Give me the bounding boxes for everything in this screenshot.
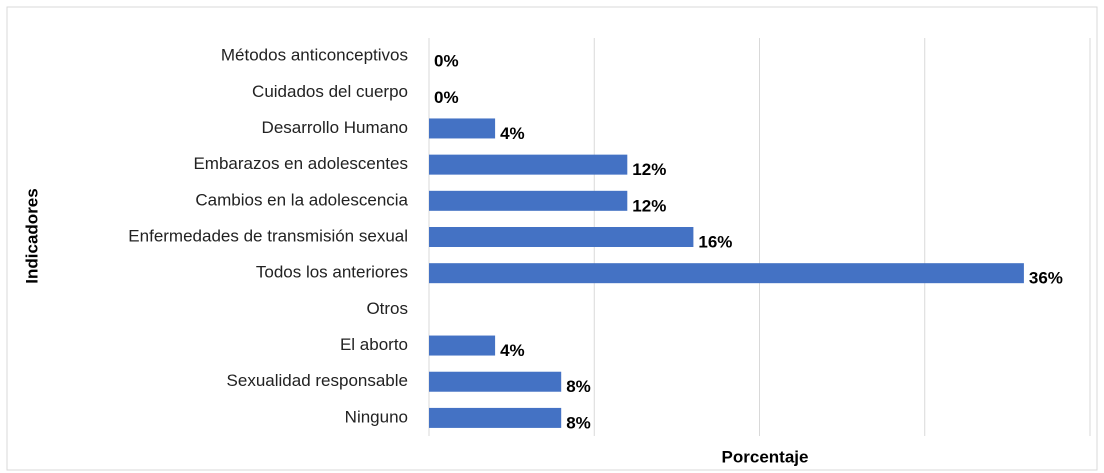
data-label: 12% <box>632 160 666 179</box>
bar <box>429 154 628 175</box>
bar <box>429 407 562 428</box>
y-tick-label: Enfermedades de transmisión sexual <box>128 226 408 245</box>
bar <box>429 371 562 392</box>
data-label: 0% <box>434 52 459 71</box>
y-tick-label: Embarazos en adolescentes <box>193 154 408 173</box>
bar <box>429 335 496 356</box>
bar <box>429 190 628 211</box>
y-tick-label: Otros <box>366 299 408 318</box>
y-tick-label: Métodos anticonceptivos <box>221 46 408 65</box>
y-tick-label: Todos los anteriores <box>256 263 408 282</box>
data-label: 16% <box>698 232 732 251</box>
y-axis-title: Indicadores <box>22 188 41 283</box>
y-tick-label: Cuidados del cuerpo <box>252 82 408 101</box>
bar <box>429 227 694 247</box>
data-label: 8% <box>566 413 591 432</box>
y-tick-label: Desarrollo Humano <box>262 118 408 137</box>
data-label: 36% <box>1029 269 1063 288</box>
y-tick-label: Cambios en la adolescencia <box>195 190 408 209</box>
x-axis-title: Porcentaje <box>722 447 809 466</box>
data-label: 0% <box>434 88 459 107</box>
data-label: 4% <box>500 341 525 360</box>
y-tick-label: Ninguno <box>345 407 408 426</box>
bar <box>429 263 1024 284</box>
data-label: 8% <box>566 377 591 396</box>
y-tick-label: El aborto <box>340 335 408 354</box>
bar <box>429 118 496 139</box>
data-label: 4% <box>500 124 525 143</box>
data-label: 12% <box>632 196 666 215</box>
y-tick-label: Sexualidad responsable <box>227 371 408 390</box>
